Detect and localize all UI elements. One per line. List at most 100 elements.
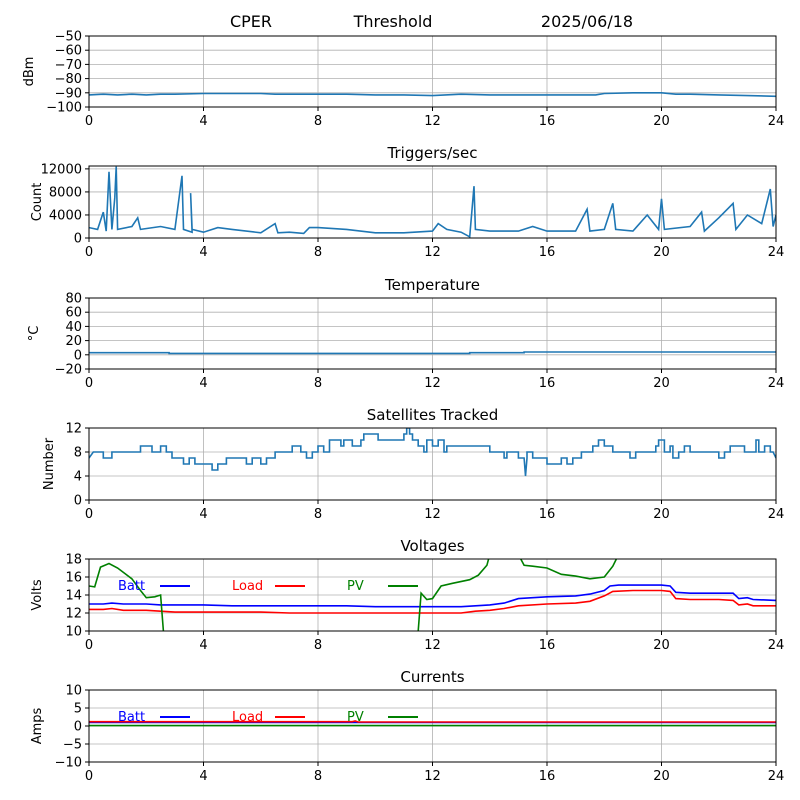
x-tick-label: 4 xyxy=(199,376,207,391)
series-line-load xyxy=(89,720,776,723)
y-tick-label: 14 xyxy=(65,589,82,604)
y-tick-label: −90 xyxy=(55,86,82,101)
x-tick-label: 20 xyxy=(653,638,670,653)
y-tick-label: −100 xyxy=(46,101,82,116)
x-tick-label: 24 xyxy=(768,245,785,260)
x-tick-label: 24 xyxy=(768,638,785,653)
y-tick-label: 4 xyxy=(74,470,82,485)
panel-currents: 0 4 8 12 16 20 24 −10 −5 0 5 10 Currents Amps Batt Load… xyxy=(30,668,784,784)
y-tick-label: 60 xyxy=(65,306,82,321)
legend-label-batt: Batt xyxy=(118,579,145,594)
y-tick-label: 18 xyxy=(65,553,82,568)
series-line-satellites xyxy=(89,428,776,477)
y-tick-label: 8 xyxy=(74,446,82,461)
x-tick-label: 12 xyxy=(424,769,441,784)
y-tick-label: −20 xyxy=(55,363,82,378)
x-tick-label: 0 xyxy=(85,507,93,522)
y-tick-label: 40 xyxy=(65,320,82,335)
y-tick-label: 20 xyxy=(65,334,82,349)
x-tick-label: 0 xyxy=(85,245,93,260)
y-tick-label: 10 xyxy=(65,684,82,699)
x-tick-label: 4 xyxy=(199,507,207,522)
y-tick-label: 0 xyxy=(74,494,82,509)
legend-label-batt: Batt xyxy=(118,710,145,725)
x-tick-label: 24 xyxy=(768,376,785,391)
y-tick-label: 8000 xyxy=(49,185,82,200)
y-axis-label: Number xyxy=(42,437,57,490)
x-tick-label: 12 xyxy=(424,638,441,653)
x-tick-label: 20 xyxy=(653,114,670,129)
x-tick-label: 24 xyxy=(768,507,785,522)
x-tick-label: 16 xyxy=(539,245,556,260)
legend-label-pv: PV xyxy=(347,579,364,594)
y-tick-label: −60 xyxy=(55,44,82,59)
x-tick-label: 12 xyxy=(424,245,441,260)
series-line-threshold xyxy=(89,92,776,98)
y-tick-label: 4000 xyxy=(49,208,82,223)
x-tick-label: 4 xyxy=(199,638,207,653)
x-tick-label: 20 xyxy=(653,376,670,391)
x-tick-label: 8 xyxy=(314,376,322,391)
x-tick-label: 0 xyxy=(85,769,93,784)
y-tick-label: 10 xyxy=(65,625,82,640)
series-line-pv xyxy=(89,559,618,631)
x-tick-label: 8 xyxy=(314,245,322,260)
y-tick-label: −10 xyxy=(55,756,82,771)
panel-voltages: 0 4 8 12 16 20 24 10 12 14 16 18 Voltages Volts Batt Lo… xyxy=(30,537,784,653)
y-tick-label: −50 xyxy=(55,30,82,45)
panel-threshold: 0 4 8 12 16 20 24 −100−90−80−70−60−50 dBm xyxy=(22,30,784,130)
y-axis-label: °C xyxy=(27,326,42,342)
panel-satellites: 0 4 8 12 16 20 24 0 4 8 12 Satellites Tracked Number xyxy=(42,406,784,522)
series-line-temperature xyxy=(89,351,776,355)
series-line-triggers xyxy=(89,166,776,238)
x-tick-label: 8 xyxy=(314,769,322,784)
x-tick-label: 12 xyxy=(424,507,441,522)
header-station: CPER xyxy=(230,12,272,31)
x-tick-label: 16 xyxy=(539,638,556,653)
y-tick-label: 0 xyxy=(74,348,82,363)
x-tick-label: 4 xyxy=(199,245,207,260)
legend-label-pv: PV xyxy=(347,710,364,725)
legend-label-load: Load xyxy=(232,710,263,725)
x-tick-label: 12 xyxy=(424,376,441,391)
x-tick-label: 0 xyxy=(85,376,93,391)
x-tick-label: 24 xyxy=(768,769,785,784)
y-tick-label: −80 xyxy=(55,72,82,87)
series-line-batt xyxy=(89,584,776,608)
y-tick-label: −5 xyxy=(63,738,82,753)
panel-title: Temperature xyxy=(384,276,480,294)
x-tick-label: 20 xyxy=(653,507,670,522)
y-axis-label: Volts xyxy=(30,579,45,611)
x-tick-label: 8 xyxy=(314,114,322,129)
series-line-load xyxy=(89,589,776,614)
panel-title: Voltages xyxy=(400,537,464,555)
x-tick-label: 24 xyxy=(768,114,785,129)
y-axis-label: Count xyxy=(30,183,45,222)
y-axis-label: Amps xyxy=(30,707,45,744)
header-threshold: Threshold xyxy=(353,12,433,31)
x-tick-label: 20 xyxy=(653,769,670,784)
y-axis-label: dBm xyxy=(22,57,37,87)
panel-title: Triggers/sec xyxy=(387,144,478,162)
header-date: 2025/06/18 xyxy=(541,12,633,31)
x-tick-label: 4 xyxy=(199,769,207,784)
x-tick-label: 12 xyxy=(424,114,441,129)
x-tick-label: 16 xyxy=(539,507,556,522)
x-tick-label: 4 xyxy=(199,114,207,129)
legend-label-load: Load xyxy=(232,579,263,594)
y-tick-label: −70 xyxy=(55,58,82,73)
y-tick-label: 12 xyxy=(65,422,82,437)
y-tick-label: 12 xyxy=(65,607,82,622)
panel-triggers: 0 4 8 12 16 20 24 0 4000 8000 12000 Triggers/sec Cou… xyxy=(30,144,784,260)
x-tick-label: 16 xyxy=(539,376,556,391)
x-tick-label: 20 xyxy=(653,245,670,260)
panel-title: Currents xyxy=(400,668,464,686)
y-tick-label: 0 xyxy=(74,232,82,247)
x-tick-label: 0 xyxy=(85,638,93,653)
x-tick-label: 8 xyxy=(314,638,322,653)
y-tick-label: 5 xyxy=(74,702,82,717)
x-tick-label: 16 xyxy=(539,769,556,784)
y-tick-label: 80 xyxy=(65,292,82,307)
